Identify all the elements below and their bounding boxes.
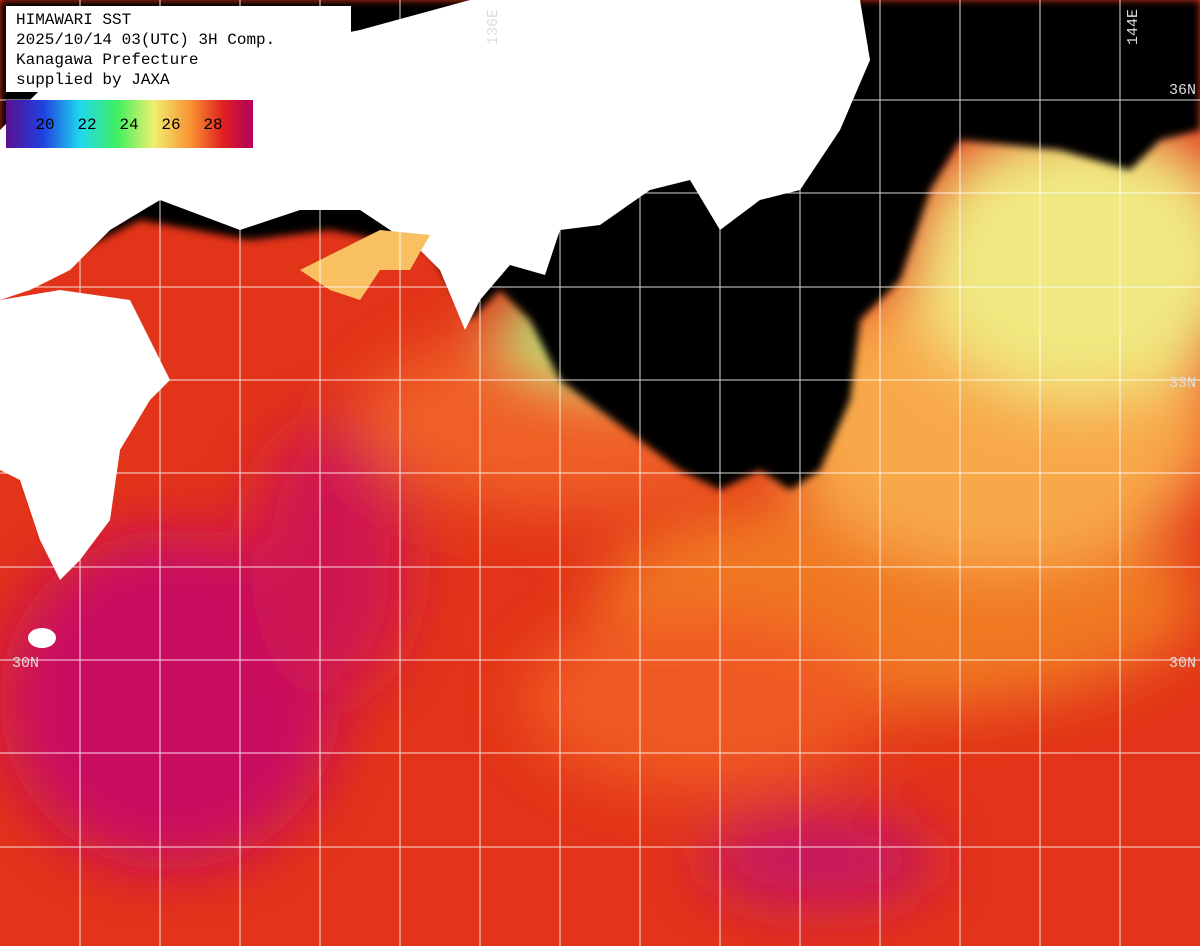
header-line: 2025/10/14 03(UTC) 3H Comp. <box>16 31 275 49</box>
lat-label: 30N <box>12 655 39 672</box>
colorbar <box>6 100 253 148</box>
lat-label: 36N <box>1169 82 1196 99</box>
lat-label: 33N <box>1169 375 1196 392</box>
header-box <box>6 6 351 92</box>
header-line: Kanagawa Prefecture <box>16 51 198 69</box>
lat-label: 30N <box>1169 655 1196 672</box>
colorbar-labels: 20 22 24 26 28 <box>35 116 222 134</box>
colorbar-label: 26 <box>161 116 180 134</box>
colorbar-label: 28 <box>203 116 222 134</box>
lon-label: 136E <box>485 9 502 45</box>
lon-label: 144E <box>1125 9 1142 45</box>
colorbar-label: 20 <box>35 116 54 134</box>
header-line: HIMAWARI SST <box>16 11 131 29</box>
colorbar-label: 24 <box>119 116 138 134</box>
header-line: supplied by JAXA <box>16 71 170 89</box>
colorbar-label: 22 <box>77 116 96 134</box>
